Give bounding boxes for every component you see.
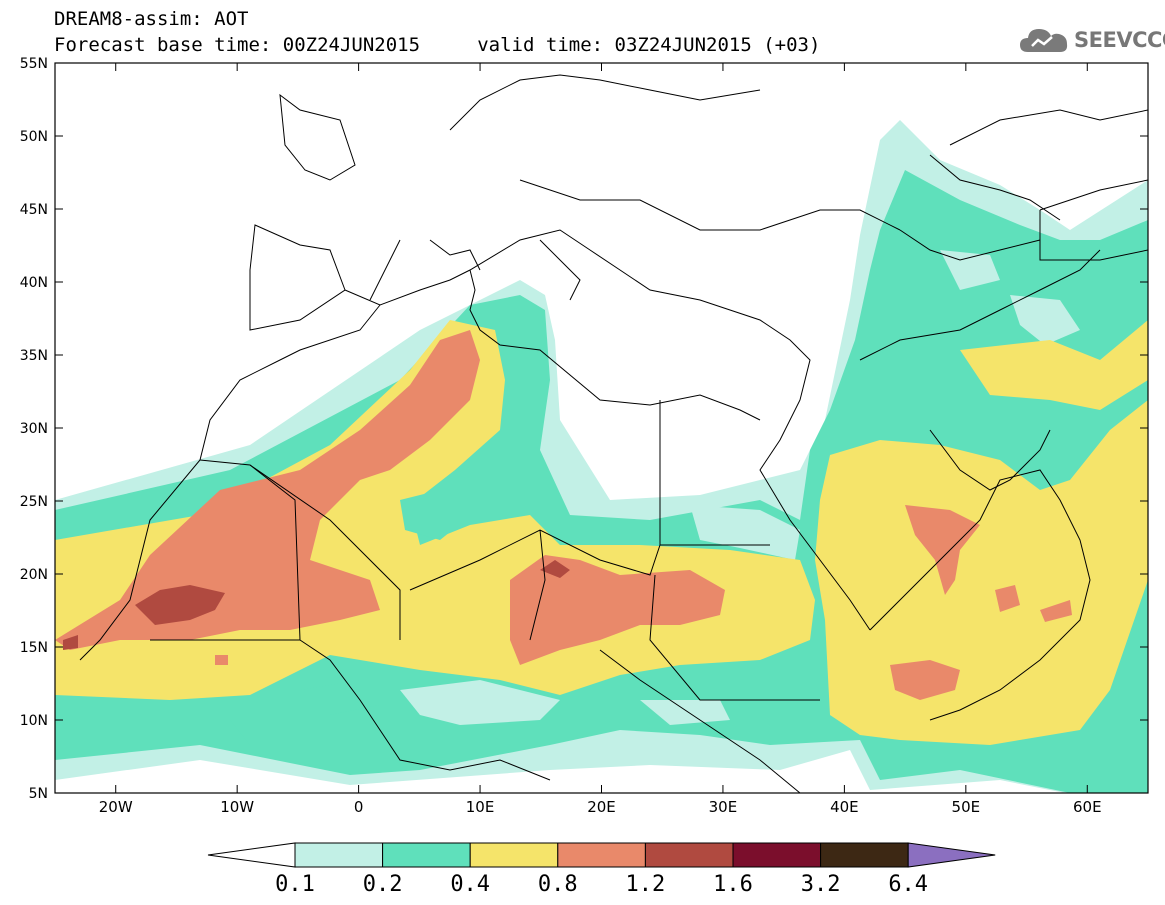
colorbar-label: 0.8 — [537, 872, 578, 897]
colorbar-segment — [382, 842, 471, 868]
lon-tick-label: 40E — [830, 798, 859, 816]
colorbar-label: 6.4 — [888, 872, 929, 897]
colorbar-under-triangle — [207, 842, 296, 868]
aot-shaded-field — [55, 63, 1148, 793]
colorbar-label: 0.4 — [450, 872, 491, 897]
map-subtitle-times: Forecast base time: 00Z24JUN2015 valid t… — [54, 34, 821, 56]
lat-tick-label: 25N — [20, 494, 48, 510]
lon-tick-label: 20E — [587, 798, 616, 816]
colorbar-over-triangle — [907, 842, 996, 868]
colorbar-segment — [732, 842, 822, 868]
lon-tick-label: 10W — [220, 798, 254, 816]
aot-band-0.4-arabia — [815, 400, 1148, 745]
aot-band-1.2 — [135, 585, 225, 625]
aot-band-0.8 — [55, 330, 480, 650]
logo-text: SEEVCCC — [1074, 28, 1165, 52]
colorbar-segment — [557, 842, 646, 868]
lat-tick-label: 35N — [20, 348, 48, 364]
colorbar-segment — [644, 842, 734, 868]
lat-tick-label: 45N — [20, 202, 48, 218]
lat-tick-label: 30N — [20, 421, 48, 437]
lon-tick-label: 0 — [354, 798, 364, 816]
colorbar-label: 0.1 — [275, 872, 315, 897]
lon-tick-label: 10E — [466, 798, 495, 816]
colorbar-label: 1.6 — [713, 872, 753, 897]
lon-tick-label: 60E — [1073, 798, 1102, 816]
colorbar — [207, 842, 996, 868]
colorbar-label: 1.2 — [625, 872, 666, 897]
lat-tick-label: 20N — [20, 567, 48, 583]
lon-tick-label: 50E — [952, 798, 981, 816]
lon-tick-label: 20W — [99, 798, 133, 816]
lon-tick-label: 30E — [709, 798, 738, 816]
map-title: DREAM8-assim: AOT — [54, 8, 249, 30]
axis-ticks: 20W 10W 0 10E 20E 30E 40E 50E 60E 55N 50N 45N 40N 35N… — [20, 56, 1148, 816]
lat-tick-label: 10N — [20, 713, 48, 729]
colorbar-label: 0.2 — [362, 872, 403, 897]
coastlines-and-borders — [79, 74, 1148, 793]
lat-tick-label: 5N — [29, 786, 48, 802]
lat-tick-label: 50N — [20, 129, 48, 145]
colorbar-segment — [820, 842, 909, 868]
colorbar-segment — [294, 842, 384, 868]
lat-tick-label: 40N — [20, 275, 48, 291]
seevccc-logo: SEEVCCC — [1018, 22, 1165, 58]
colorbar-segment — [469, 842, 559, 868]
cloud-icon — [1020, 29, 1068, 52]
lat-tick-label: 15N — [20, 640, 48, 656]
lat-tick-label: 55N — [20, 56, 48, 72]
colorbar-label: 3.2 — [800, 872, 841, 897]
